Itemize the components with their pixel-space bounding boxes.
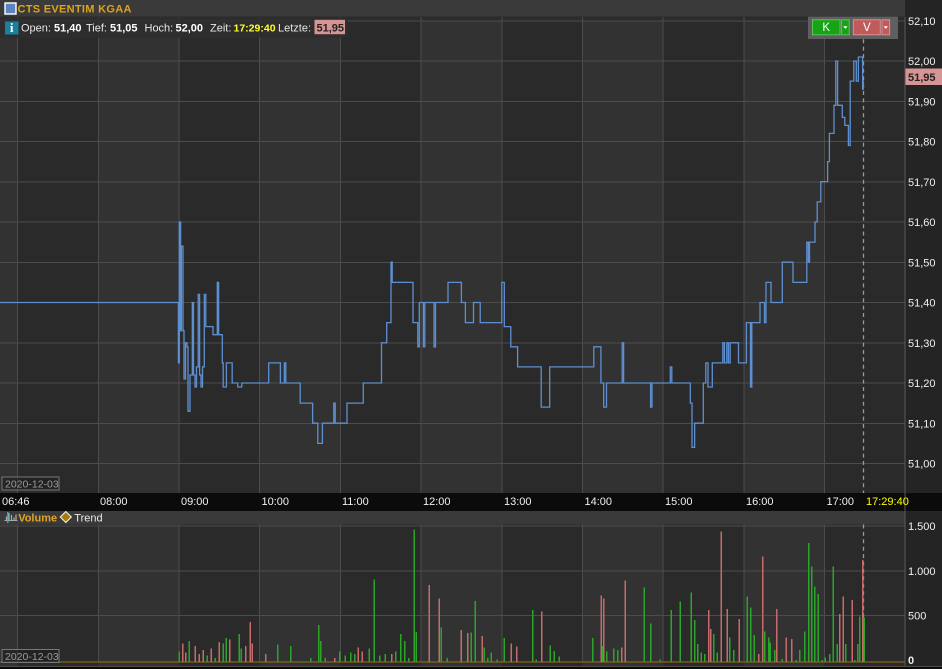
svg-text:51,80: 51,80 xyxy=(908,137,936,149)
svg-text:2020-12-03: 2020-12-03 xyxy=(5,479,59,491)
svg-text:06:46: 06:46 xyxy=(2,496,30,508)
svg-text:52,00: 52,00 xyxy=(908,56,936,68)
svg-text:11:00: 11:00 xyxy=(342,496,369,508)
svg-text:08:00: 08:00 xyxy=(100,496,128,508)
svg-text:51,95: 51,95 xyxy=(317,23,345,35)
svg-text:51,40: 51,40 xyxy=(908,298,936,310)
svg-text:17:29:40: 17:29:40 xyxy=(866,496,909,508)
svg-text:51,10: 51,10 xyxy=(908,418,936,430)
svg-text:i: i xyxy=(10,20,14,35)
svg-text:16:00: 16:00 xyxy=(746,496,774,508)
svg-text:Zeit:: Zeit: xyxy=(210,23,231,35)
svg-text:51,05: 51,05 xyxy=(110,23,138,35)
svg-text:K: K xyxy=(822,22,830,34)
svg-text:51,60: 51,60 xyxy=(908,217,936,229)
svg-text:Open:: Open: xyxy=(21,23,51,35)
svg-text:10:00: 10:00 xyxy=(262,496,290,508)
svg-text:51,00: 51,00 xyxy=(908,459,936,471)
svg-text:Volume: Volume xyxy=(18,513,57,525)
svg-text:51,30: 51,30 xyxy=(908,338,936,350)
svg-text:12:00: 12:00 xyxy=(423,496,451,508)
svg-text:Hoch:: Hoch: xyxy=(145,23,174,35)
svg-text:2020-12-03: 2020-12-03 xyxy=(5,651,59,663)
svg-text:13:00: 13:00 xyxy=(504,496,532,508)
svg-text:14:00: 14:00 xyxy=(585,496,613,508)
svg-text:0: 0 xyxy=(908,655,914,667)
svg-text:1.000: 1.000 xyxy=(908,566,936,578)
svg-text:09:00: 09:00 xyxy=(181,496,209,508)
svg-text:15:00: 15:00 xyxy=(665,496,693,508)
svg-text:17:00: 17:00 xyxy=(827,496,855,508)
svg-text:V: V xyxy=(863,22,871,34)
svg-text:500: 500 xyxy=(908,611,926,623)
svg-text:CTS EVENTIM KGAA: CTS EVENTIM KGAA xyxy=(18,4,132,16)
svg-text:52,00: 52,00 xyxy=(176,23,204,35)
svg-text:17:29:40: 17:29:40 xyxy=(234,23,276,35)
svg-text:51,90: 51,90 xyxy=(908,96,936,108)
svg-text:52,10: 52,10 xyxy=(908,16,936,28)
svg-text:Letzte:: Letzte: xyxy=(278,23,311,35)
svg-text:Tief:: Tief: xyxy=(86,23,107,35)
svg-text:51,70: 51,70 xyxy=(908,177,936,189)
svg-text:1.500: 1.500 xyxy=(908,521,936,533)
svg-text:51,20: 51,20 xyxy=(908,378,936,390)
svg-text:51,40: 51,40 xyxy=(54,23,82,35)
svg-text:Trend: Trend xyxy=(74,513,102,525)
svg-text:51,95: 51,95 xyxy=(908,72,936,84)
svg-text:51,50: 51,50 xyxy=(908,257,936,269)
